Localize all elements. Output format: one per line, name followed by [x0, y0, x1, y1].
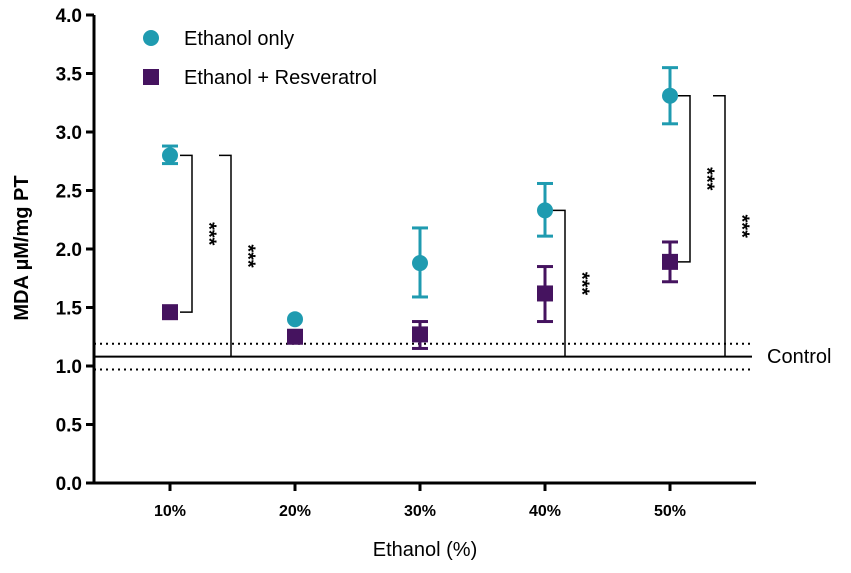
legend-label-ethanol-resveratrol: Ethanol + Resveratrol: [184, 67, 377, 89]
significance-stars: ***: [696, 167, 718, 191]
x-tick-label: 10%: [154, 503, 186, 520]
y-tick-label: 2.5: [56, 182, 83, 203]
point-ethanol-resveratrol: [412, 326, 428, 342]
point-ethanol-only: [287, 311, 303, 327]
x-tick-label: 30%: [404, 503, 436, 520]
significance-brackets: *** *** *** *** ***: [180, 96, 753, 357]
point-ethanol-only: [537, 202, 553, 218]
y-tick-label: 1.0: [56, 357, 82, 378]
point-ethanol-only: [662, 88, 678, 104]
y-tick-label: 0.5: [56, 416, 83, 437]
y-axis-title: MDA µM/mg PT: [11, 175, 33, 320]
control-label: Control: [767, 346, 831, 368]
significance-stars: ***: [571, 272, 593, 296]
x-tick-label: 20%: [279, 503, 311, 520]
y-tick-label: 4.0: [56, 6, 82, 27]
significance-stars: ***: [198, 222, 220, 246]
point-ethanol-only: [412, 255, 428, 271]
point-ethanol-resveratrol: [162, 304, 178, 320]
point-ethanol-resveratrol: [662, 254, 678, 270]
significance-bracket: [553, 210, 565, 356]
point-ethanol-only: [162, 147, 178, 163]
mda-chart: 0.0 0.5 1.0 1.5 2.0 2.5 3.0 3.5 4.0 10% 20% 30% 40% 5…: [0, 0, 851, 573]
x-axis-title: Ethanol (%): [373, 539, 478, 561]
point-ethanol-resveratrol: [287, 329, 303, 345]
significance-bracket: [180, 155, 192, 312]
y-tick-label: 3.0: [56, 123, 82, 144]
y-tick-label: 1.5: [56, 299, 83, 320]
significance-bracket: [713, 96, 725, 357]
y-tick-label: 2.0: [56, 240, 82, 261]
significance-stars: ***: [237, 244, 259, 268]
y-tick-label: 3.5: [56, 65, 83, 86]
legend-label-ethanol-only: Ethanol only: [184, 28, 294, 50]
data-points: [162, 68, 678, 349]
legend-marker-ethanol-resveratrol: [143, 69, 159, 85]
significance-bracket: [678, 96, 690, 262]
legend: Ethanol only Ethanol + Resveratrol: [143, 28, 377, 89]
significance-stars: ***: [731, 215, 753, 239]
x-tick-label: 40%: [529, 503, 561, 520]
x-tick-label: 50%: [654, 503, 686, 520]
significance-bracket: [219, 155, 231, 356]
axes: 0.0 0.5 1.0 1.5 2.0 2.5 3.0 3.5 4.0 10% 20% 30% 40% 5…: [56, 6, 756, 520]
y-tick-label: 0.0: [56, 474, 82, 495]
point-ethanol-resveratrol: [537, 285, 553, 301]
legend-marker-ethanol-only: [143, 30, 159, 46]
